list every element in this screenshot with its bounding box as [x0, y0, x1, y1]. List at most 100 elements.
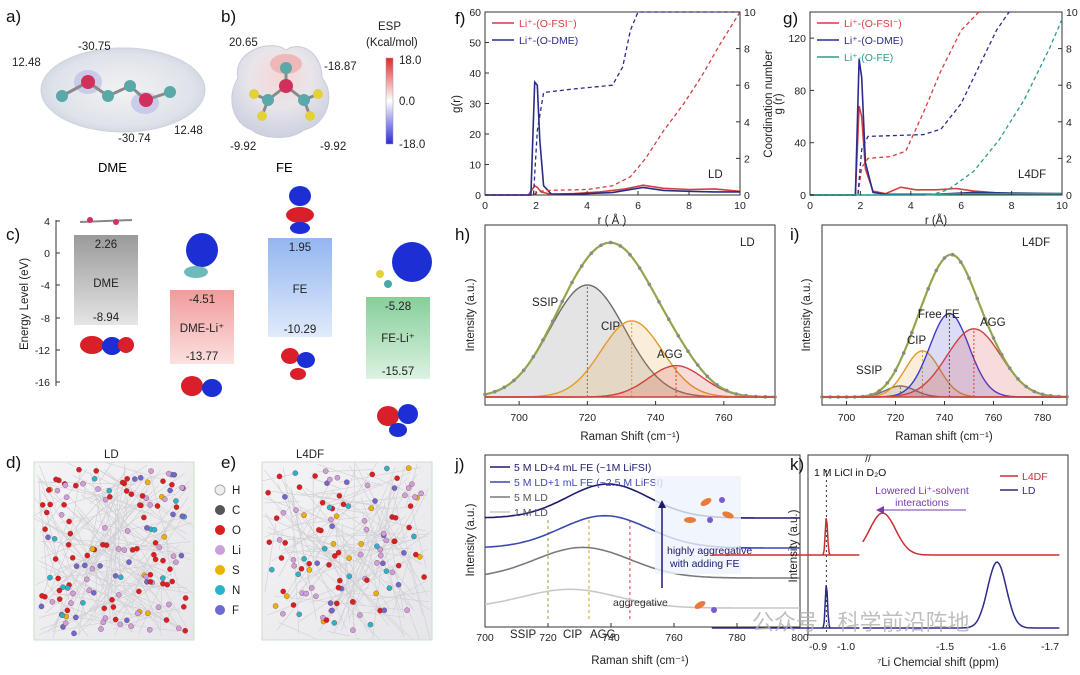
- atom: [296, 572, 301, 577]
- data-point: [869, 393, 873, 397]
- data-point: [580, 264, 584, 268]
- atom: [71, 631, 76, 636]
- axis-break-icon: //: [865, 453, 871, 465]
- atom: [273, 603, 278, 608]
- data-point: [1024, 385, 1028, 389]
- panel-b: b) 20.65 -18.87 -9.92 -9.92 FE ESP (Kcal…: [221, 7, 425, 175]
- panel-a: a) 12.48 -30.75 -30.74 12.48 DME: [6, 7, 205, 175]
- atom: [130, 547, 135, 552]
- atom: [297, 485, 302, 490]
- atom: [384, 538, 389, 543]
- y-tick-label: 50: [469, 38, 481, 50]
- panel-label-c: c): [6, 225, 20, 244]
- colorbar-max: 18.0: [399, 55, 421, 67]
- atom: [125, 528, 130, 533]
- homo-value: -13.77: [186, 351, 219, 363]
- legend-label: 5 M LD+4 mL FE (~1M LiFSI): [514, 462, 651, 474]
- y-tick-label: -16: [35, 377, 50, 389]
- data-point: [935, 269, 939, 273]
- atom: [125, 476, 130, 481]
- atom: [162, 497, 167, 502]
- series-line: [810, 106, 1062, 195]
- legend-label: 5 M LD+1 mL FE (~2.5 M LiFSI): [514, 477, 663, 489]
- atom: [45, 535, 50, 540]
- atom: [368, 622, 373, 627]
- atom: [59, 512, 64, 517]
- atom: [73, 615, 78, 620]
- data-point: [590, 252, 594, 256]
- atom: [103, 616, 108, 621]
- atom: [168, 488, 173, 493]
- atom: [170, 512, 175, 517]
- atom: [67, 519, 72, 524]
- atom: [65, 585, 70, 590]
- atom: [381, 531, 386, 536]
- atom: [170, 579, 175, 584]
- x-tick-label: 760: [665, 632, 683, 644]
- atom: [313, 473, 318, 478]
- atom: [98, 626, 103, 631]
- atom: [357, 613, 362, 618]
- atom: [56, 576, 61, 581]
- legend-swatch-o: [215, 525, 225, 535]
- atom: [408, 504, 413, 509]
- esp-value: 12.48: [12, 57, 41, 69]
- data-point: [522, 369, 526, 373]
- y-tick-label: 0: [475, 190, 481, 202]
- atom: [322, 546, 327, 551]
- atom: [176, 626, 181, 631]
- atom: [164, 617, 169, 622]
- atom: [329, 608, 334, 613]
- atom: [148, 502, 153, 507]
- y-tick-label: 0: [800, 190, 806, 202]
- x-tick-label: 760: [715, 412, 733, 424]
- atom: [138, 475, 143, 480]
- x-tick-label: 720: [579, 412, 597, 424]
- atom: [334, 514, 339, 519]
- series-line: [485, 185, 740, 195]
- panel-d: d) LD: [6, 449, 194, 640]
- atom: [156, 605, 161, 610]
- legend-label: Li⁺-(O-DME): [519, 35, 578, 47]
- atom: [372, 498, 377, 503]
- atom: [179, 553, 184, 558]
- panel-label-j: j): [454, 455, 464, 474]
- y2-tick-label: 8: [1066, 44, 1072, 56]
- x-tick-label: 8: [1009, 200, 1015, 212]
- marker-label-ssip: SSIP: [510, 629, 537, 641]
- atom: [39, 604, 44, 609]
- legend-label: Li: [232, 545, 241, 557]
- panel-label-f: f): [455, 9, 465, 28]
- atom: [291, 602, 296, 607]
- atom: [335, 475, 340, 480]
- marker-label-cip: CIP: [563, 629, 583, 641]
- atom: [116, 592, 121, 597]
- atom: [104, 543, 109, 548]
- atom: [387, 586, 392, 591]
- x-tick-label: 720: [887, 412, 905, 424]
- atom: [413, 552, 418, 557]
- legend-swatch-h: [215, 485, 225, 495]
- atom: [149, 469, 154, 474]
- atom: [47, 575, 52, 580]
- atom: [157, 545, 162, 550]
- element-legend: H C O Li S N F: [215, 485, 241, 617]
- panel-tag: LD: [708, 169, 723, 181]
- atom: [153, 540, 158, 545]
- atom: [347, 556, 352, 561]
- legend-swatch-li: [215, 545, 225, 555]
- panel-label-g: g): [783, 9, 798, 28]
- atom: [174, 505, 179, 510]
- atom: [57, 588, 62, 593]
- arrow-head-icon: [876, 506, 884, 514]
- panel-tag: L4DF: [1018, 169, 1046, 181]
- atom: [183, 595, 188, 600]
- colorbar-unit: (Kcal/mol): [366, 37, 418, 49]
- x-tick-label: 0: [482, 200, 488, 212]
- atom: [341, 502, 346, 507]
- data-point: [725, 389, 729, 393]
- atom: [173, 498, 178, 503]
- y-tick-label: -4: [41, 280, 50, 292]
- data-point: [609, 241, 613, 245]
